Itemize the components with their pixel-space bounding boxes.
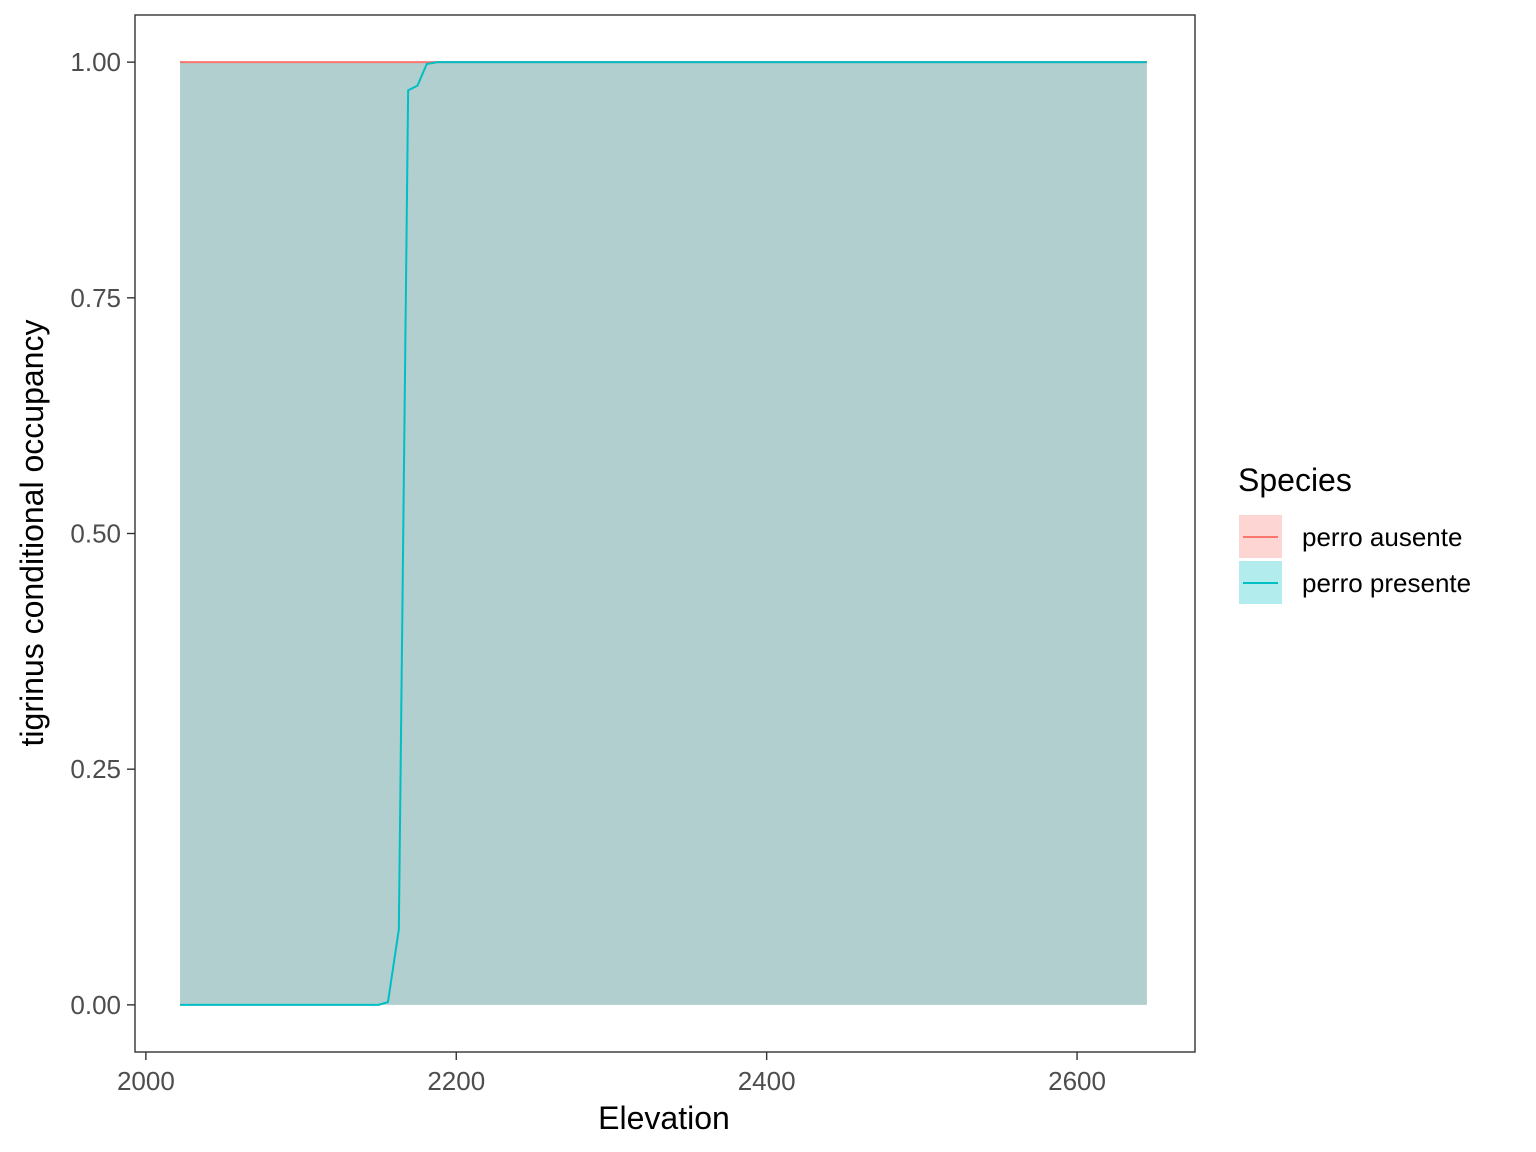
- y-tick-label: 0.00: [70, 990, 121, 1020]
- y-tick-label: 0.50: [70, 519, 121, 549]
- legend: Species perro ausente perro presente: [1238, 462, 1471, 604]
- y-axis: 0.00 0.25 0.50 0.75 1.00: [70, 47, 135, 1020]
- x-tick-label: 2400: [738, 1066, 796, 1096]
- ribbon-perro-presente: [180, 62, 1147, 1005]
- line-layer: [180, 61, 1147, 1006]
- x-tick-label: 2600: [1048, 1066, 1106, 1096]
- y-axis-title: tigrinus conditional occupancy: [14, 320, 50, 747]
- x-axis: 2000 2200 2400 2600: [117, 1052, 1106, 1096]
- legend-item-perro-presente: perro presente: [1239, 561, 1471, 604]
- x-axis-title: Elevation: [598, 1100, 730, 1136]
- x-tick-label: 2200: [427, 1066, 485, 1096]
- x-tick-label: 2000: [117, 1066, 175, 1096]
- legend-label: perro presente: [1302, 568, 1471, 598]
- y-tick-label: 0.75: [70, 283, 121, 313]
- ribbon-perro-ausente: [180, 62, 1147, 1005]
- ribbon-layer: [180, 62, 1147, 1005]
- legend-item-perro-ausente: perro ausente: [1239, 515, 1462, 558]
- line-perro-presente: [180, 61, 1147, 1006]
- y-tick-label: 1.00: [70, 47, 121, 77]
- y-tick-label: 0.25: [70, 754, 121, 784]
- legend-label: perro ausente: [1302, 522, 1462, 552]
- legend-title: Species: [1238, 462, 1352, 498]
